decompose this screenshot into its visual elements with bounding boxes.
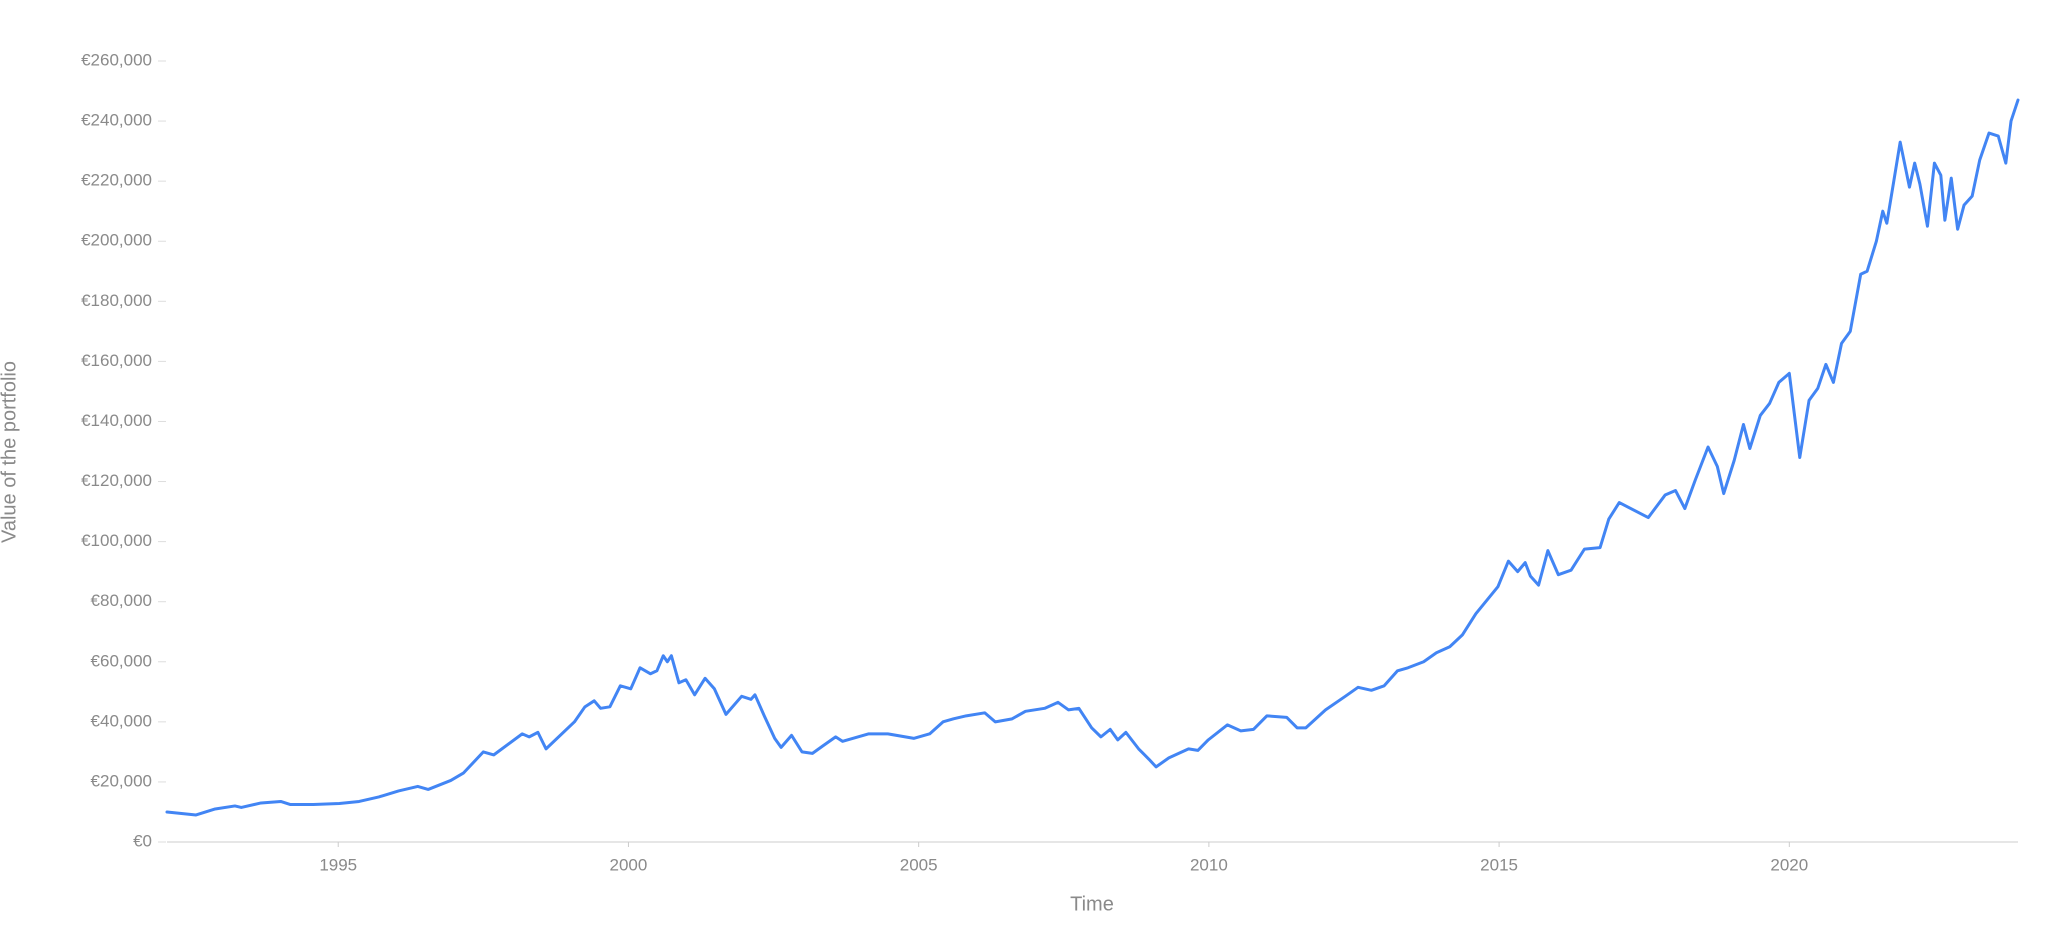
y-tick-label: €20,000 bbox=[91, 771, 152, 790]
y-tick-label: €200,000 bbox=[81, 231, 152, 250]
x-tick-label: 2005 bbox=[900, 855, 938, 874]
x-tick-label: 2015 bbox=[1480, 855, 1518, 874]
y-tick-label: €80,000 bbox=[91, 591, 152, 610]
x-tick-label: 2010 bbox=[1190, 855, 1228, 874]
y-tick-label: €240,000 bbox=[81, 111, 152, 130]
y-tick-label: €120,000 bbox=[81, 471, 152, 490]
y-axis-title: Value of the portfolio bbox=[0, 361, 20, 543]
y-tick-label: €180,000 bbox=[81, 291, 152, 310]
y-tick-label: €60,000 bbox=[91, 651, 152, 670]
y-tick-label: €160,000 bbox=[81, 351, 152, 370]
x-tick-label: 1995 bbox=[319, 855, 357, 874]
data-line bbox=[165, 98, 2020, 817]
y-tick-label: €0 bbox=[133, 831, 152, 850]
y-tick-label: €260,000 bbox=[81, 50, 152, 69]
x-tick-label: 2020 bbox=[1770, 855, 1808, 874]
y-tick-label: €140,000 bbox=[81, 411, 152, 430]
x-axis-title: Time bbox=[1070, 893, 1114, 915]
y-tick-label: €100,000 bbox=[81, 531, 152, 550]
y-tick-label: €220,000 bbox=[81, 171, 152, 190]
x-tick-label: 2000 bbox=[610, 855, 648, 874]
y-tick-label: €40,000 bbox=[91, 711, 152, 730]
